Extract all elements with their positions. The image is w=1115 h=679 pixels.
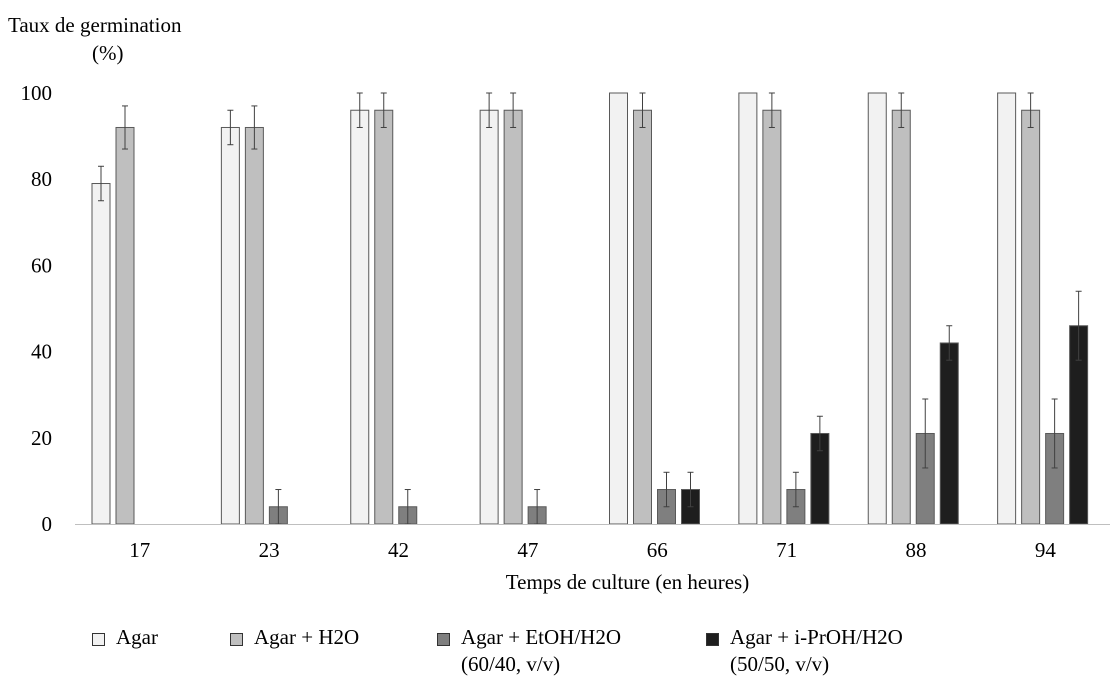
bar-47-s2	[503, 109, 523, 525]
x-tick-17: 17	[129, 538, 150, 562]
y-tick-40: 40	[31, 340, 52, 364]
y-tick-labels: 0 20 40 60 80 100	[21, 81, 53, 536]
x-tick-labels: 17 23 42 47 66 71 88 94	[129, 538, 1056, 562]
bar-23-s2	[244, 126, 264, 525]
error-bar-71-s2	[768, 92, 775, 128]
error-bar-94-s4	[1075, 290, 1082, 361]
error-bar-42-s2	[380, 92, 387, 128]
germination-bar-chart: 0 20 40 60 80 100 17 23 42 47 66 71 88 94	[21, 81, 1110, 562]
legend-label-agar-etoh: Agar + EtOH/H2O	[461, 625, 621, 649]
bar-23-s1	[220, 126, 240, 525]
bars-layer	[91, 92, 1089, 525]
error-bars-layer	[98, 92, 1082, 525]
y-tick-60: 60	[31, 253, 52, 277]
error-bar-23-s2	[251, 105, 258, 150]
error-bar-66-s4	[687, 471, 694, 508]
error-bar-88-s4	[946, 325, 953, 361]
legend-swatch-agar-iproh	[706, 633, 719, 646]
x-tick-42: 42	[388, 538, 409, 562]
legend-label-agar: Agar	[116, 625, 158, 649]
error-bar-17-s2	[122, 105, 128, 150]
bar-71-s1	[738, 92, 758, 525]
bar-94-s2	[1021, 109, 1041, 525]
bar-42-s1	[350, 109, 370, 525]
x-tick-88: 88	[905, 538, 926, 562]
x-tick-71: 71	[776, 538, 797, 562]
error-bar-88-s3	[922, 398, 929, 469]
legend-swatch-agar	[92, 633, 105, 646]
error-bar-47-s2	[510, 92, 517, 128]
legend-swatch-agar-h2o	[230, 633, 243, 646]
error-bar-71-s4	[816, 415, 823, 452]
error-bar-17-s1	[98, 165, 104, 202]
x-tick-23: 23	[259, 538, 280, 562]
y-axis-label-line2: (%)	[92, 41, 124, 65]
error-bar-94-s3	[1051, 398, 1058, 469]
bar-17-s1	[91, 183, 111, 525]
error-bar-23-s1	[227, 109, 234, 146]
error-bar-71-s3	[792, 471, 799, 508]
legend-label-agar-etoh-ratio: (60/40, v/v)	[461, 652, 561, 676]
bar-42-s2	[374, 109, 394, 525]
x-tick-47: 47	[517, 538, 538, 562]
y-tick-100: 100	[21, 81, 53, 105]
y-tick-20: 20	[31, 426, 52, 450]
bar-66-s1	[609, 92, 628, 525]
bar-71-s2	[762, 109, 782, 525]
error-bar-47-s1	[486, 92, 493, 128]
y-tick-80: 80	[31, 167, 52, 191]
bar-88-s1	[867, 92, 887, 525]
x-axis-label: Temps de culture (en heures)	[505, 570, 750, 594]
bar-66-s2	[633, 109, 652, 525]
legend-label-agar-iproh-ratio: (50/50, v/v)	[730, 652, 830, 676]
x-tick-94: 94	[1035, 538, 1057, 562]
y-axis-label-line1: Taux de germination	[8, 13, 182, 37]
legend: Agar Agar + H2O Agar + EtOH/H2O (60/40, …	[0, 624, 1115, 679]
bar-17-s2	[115, 126, 135, 525]
bar-47-s1	[479, 109, 499, 525]
x-tick-66: 66	[647, 538, 668, 562]
legend-label-agar-h2o: Agar + H2O	[254, 625, 360, 649]
bar-88-s4	[939, 342, 959, 525]
bar-94-s1	[997, 92, 1017, 525]
error-bar-88-s2	[898, 92, 905, 128]
y-tick-0: 0	[42, 512, 53, 536]
error-bar-66-s3	[663, 471, 670, 508]
error-bar-94-s2	[1027, 92, 1034, 128]
bar-88-s2	[891, 109, 911, 525]
error-bar-66-s2	[639, 92, 646, 128]
legend-label-agar-iproh: Agar + i-PrOH/H2O	[730, 625, 903, 649]
legend-swatch-agar-etoh	[437, 633, 450, 646]
error-bar-42-s1	[356, 92, 363, 128]
